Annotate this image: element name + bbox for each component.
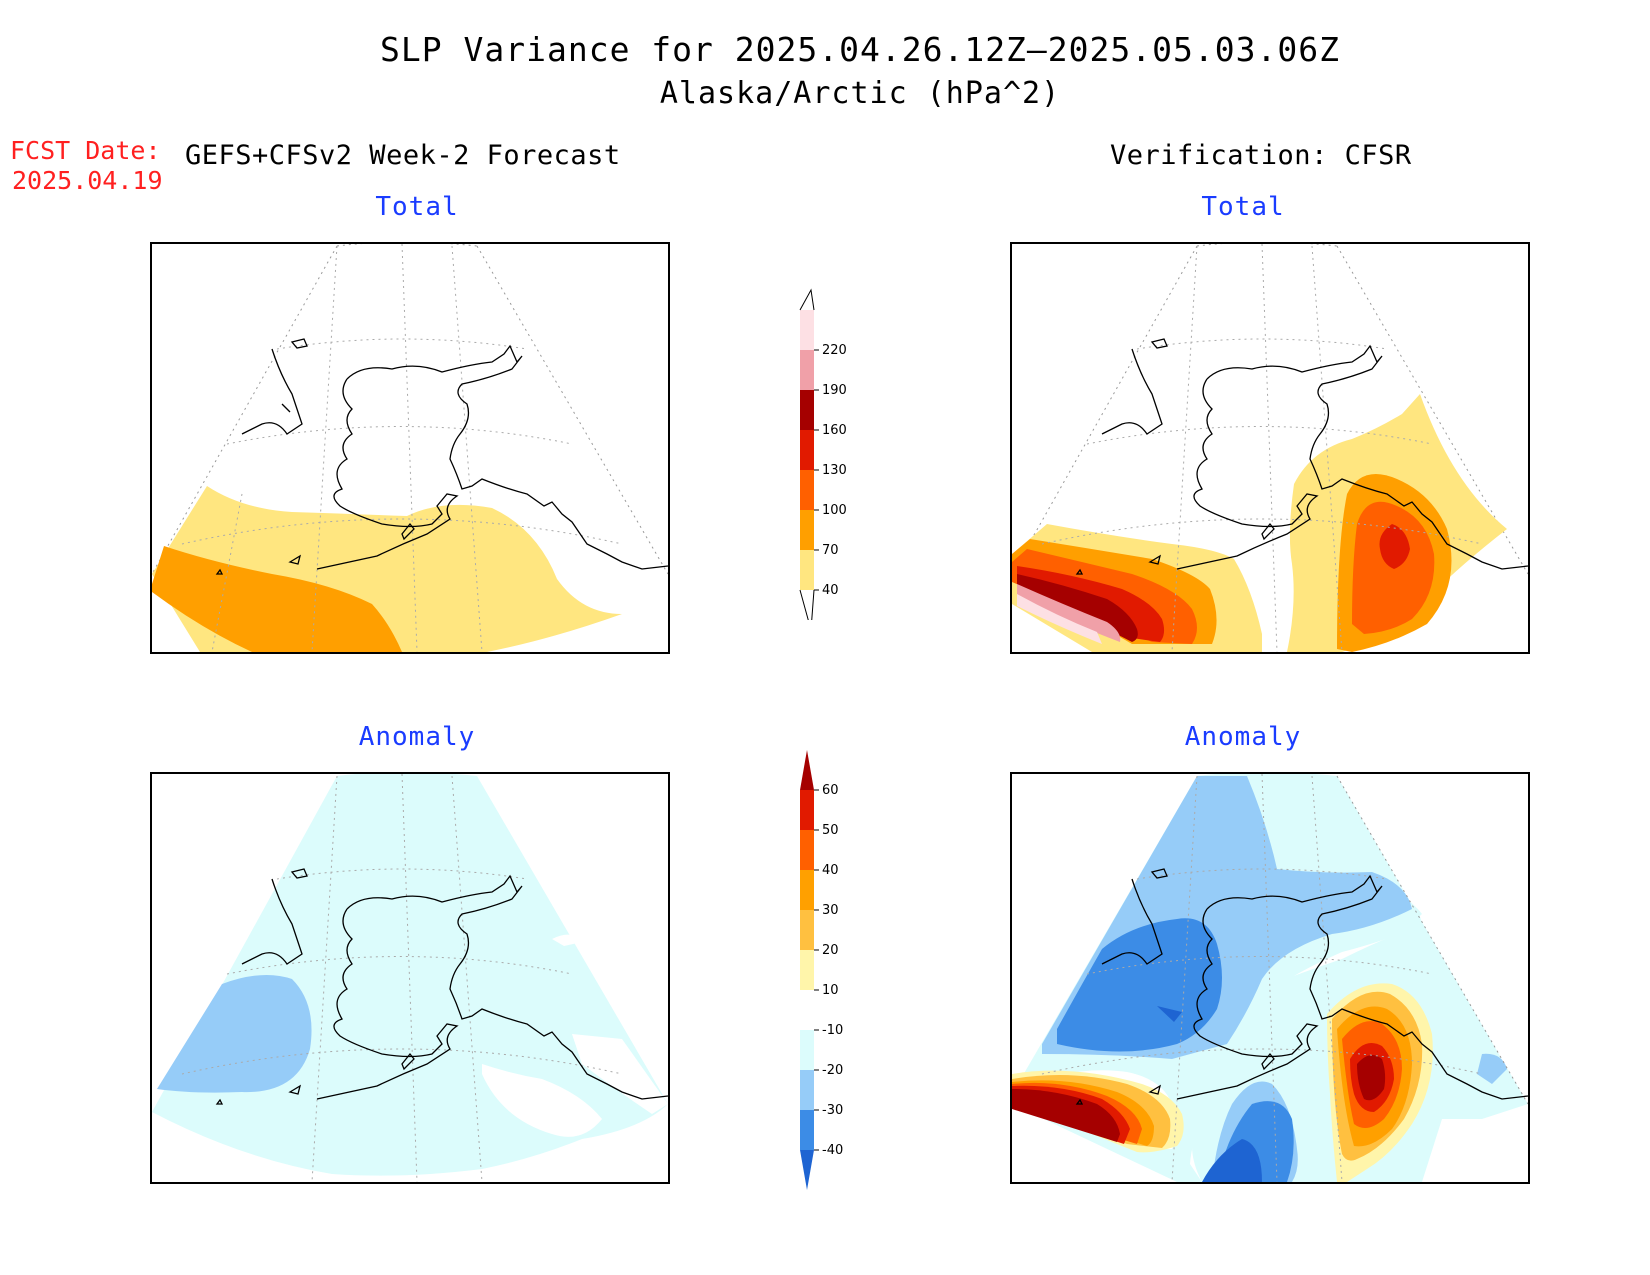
colorbar-tick-label: 40 [822,583,839,598]
colorbar-top-arrow [799,288,815,311]
forecast-total-fill [152,486,622,652]
verification-anomaly-fill [1012,774,1528,1182]
colorbar-swatch [800,430,814,470]
colorbar-swatch [800,310,814,350]
wedge-outline [152,244,668,575]
colorbar-swatch [800,470,814,510]
graticule [1041,774,1483,1182]
colorbar-bottom-arrow [799,589,815,620]
colorbar-swatch [800,1030,814,1070]
graticule [181,774,623,1182]
colorbar-tick-label: 50 [822,823,839,838]
forecast-column-header: GEFS+CFSv2 Week-2 Forecast [185,140,621,171]
colorbar-tick-label: 220 [822,343,847,358]
fcst-date-label: FCST Date: [10,136,161,165]
colorbar-tick-label: 40 [822,863,839,878]
colorbar-tick-label: 130 [822,463,847,478]
verification-total-title: Total [1201,192,1285,222]
colorbar-swatch [800,390,814,430]
coastline [215,338,668,575]
forecast-anomaly-fill [152,774,668,1176]
colorbar-tick-label: -10 [822,1023,843,1038]
total-colorbar: 40 70 100 130 160 190 220 [799,288,847,620]
graticule [181,244,623,652]
colorbar-tick-label: -20 [822,1063,843,1078]
colorbar-swatch [800,990,814,1030]
forecast-anomaly-map [150,772,670,1184]
coastline [1075,338,1528,575]
colorbar-swatch [800,350,814,390]
verification-anomaly-title: Anomaly [1184,722,1302,752]
coastline [1075,868,1528,1105]
colorbar-swatch [800,910,814,950]
colorbar-swatch [800,870,814,910]
forecast-total-map [150,242,670,654]
colorbar-tick-label: 60 [822,783,839,798]
colorbar-top-arrow [800,750,814,790]
coastline [215,868,668,1105]
fcst-date-value: 2025.04.19 [12,166,163,195]
colorbar-swatch [800,1070,814,1110]
colorbar-tick-label: -40 [822,1143,843,1158]
colorbar-swatch [800,790,814,830]
graticule [1041,244,1483,652]
colorbar-tick-label: 190 [822,383,847,398]
wedge-outline [1012,244,1528,575]
forecast-anomaly-title: Anomaly [358,722,476,752]
colorbar-swatch [800,950,814,990]
colorbar-tick-label: 160 [822,423,847,438]
verification-total-fill [1012,394,1507,652]
colorbar-tick-label: -30 [822,1103,843,1118]
colorbar-swatch [800,510,814,550]
anomaly-colorbar: -40 -30 -20 -10 10 20 30 40 50 60 [800,750,843,1190]
colorbar-tick-label: 10 [822,983,839,998]
colorbar-tick-label: 30 [822,903,839,918]
verification-total-map [1010,242,1530,654]
colorbar-tick-label: 70 [822,543,839,558]
main-title: SLP Variance for 2025.04.26.12Z–2025.05.… [380,30,1340,69]
forecast-total-title: Total [375,192,459,222]
colorbar-swatch [800,550,814,590]
colorbar-bottom-arrow [800,1150,814,1190]
colorbar-swatch [800,830,814,870]
verification-column-header: Verification: CFSR [1110,140,1412,171]
verification-anomaly-map [1010,772,1530,1184]
colorbar-swatch [800,1110,814,1150]
colorbar-tick-label: 20 [822,943,839,958]
colorbar-tick-label: 100 [822,503,847,518]
main-subtitle: Alaska/Arctic (hPa^2) [659,76,1061,111]
